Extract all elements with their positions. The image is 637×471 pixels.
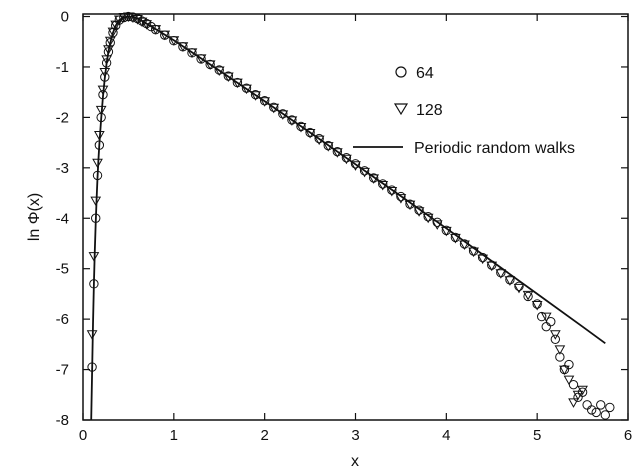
y-tick-label: -8 xyxy=(56,412,69,429)
point-128 xyxy=(101,55,112,65)
axis-ticks xyxy=(82,14,629,421)
x-tick-label: 0 xyxy=(79,427,87,444)
point-128 xyxy=(90,196,102,207)
point-128 xyxy=(413,207,425,217)
point-64 xyxy=(555,352,565,362)
point-64 xyxy=(387,185,397,195)
point-64 xyxy=(605,402,615,413)
point-128 xyxy=(559,365,570,376)
point-128 xyxy=(92,158,103,169)
point-128 xyxy=(241,84,252,95)
point-64 xyxy=(532,299,542,309)
point-64 xyxy=(546,316,556,327)
point-128 xyxy=(495,269,507,279)
point-64 xyxy=(582,400,592,410)
x-tick-label: 4 xyxy=(442,427,450,444)
point-128 xyxy=(97,85,109,96)
x-tick-label: 2 xyxy=(260,427,268,444)
point-128 xyxy=(563,375,575,386)
y-tick-label: 0 xyxy=(61,9,69,26)
point-128 xyxy=(531,301,543,311)
legend: 64 128 Periodic random walks xyxy=(353,65,575,157)
point-128 xyxy=(99,68,111,78)
legend-label-128: 128 xyxy=(416,102,443,119)
point-64 xyxy=(314,133,324,144)
point-128 xyxy=(572,390,584,401)
tick-labels: 0 1 2 3 4 5 6 0 -1 -2 -3 -4 -5 -6 -7 -8 xyxy=(56,9,633,444)
point-64 xyxy=(423,212,433,222)
legend-label-64: 64 xyxy=(416,65,434,82)
x-tick-label: 1 xyxy=(170,427,178,444)
point-128 xyxy=(107,27,119,38)
point-64 xyxy=(396,191,406,202)
legend-marker-circle xyxy=(395,66,407,78)
legend-label-periodic-random-walks: Periodic random walks xyxy=(414,140,575,157)
y-tick-label: -5 xyxy=(56,261,69,278)
y-axis-label: ln Φ(x) xyxy=(26,193,43,241)
point-128 xyxy=(549,330,561,340)
y-tick-label: -1 xyxy=(56,59,69,76)
y-tick-label: -3 xyxy=(56,160,69,177)
point-128 xyxy=(568,398,579,408)
point-64 xyxy=(350,159,361,169)
point-64 xyxy=(537,311,547,322)
point-64 xyxy=(414,205,424,215)
y-tick-label: -2 xyxy=(56,109,69,126)
y-tick-label: -4 xyxy=(56,210,69,227)
point-128 xyxy=(422,213,434,224)
x-tick-label: 3 xyxy=(351,427,359,444)
point-64 xyxy=(577,387,588,397)
point-64 xyxy=(596,400,606,410)
point-128 xyxy=(232,78,243,89)
point-128 xyxy=(104,36,116,47)
point-64 xyxy=(359,166,370,176)
point-128 xyxy=(522,290,534,301)
series-line-periodic-random-walks xyxy=(90,15,606,421)
y-tick-label: -7 xyxy=(56,362,69,379)
x-tick-label: 6 xyxy=(624,427,632,444)
point-128 xyxy=(577,385,588,396)
y-tick-label: -6 xyxy=(56,311,69,328)
point-64 xyxy=(523,291,533,302)
point-64 xyxy=(514,281,524,292)
point-128 xyxy=(103,45,114,55)
x-tick-label: 5 xyxy=(533,427,541,444)
point-64 xyxy=(564,359,574,370)
point-128 xyxy=(95,105,107,116)
point-128 xyxy=(222,72,234,83)
plot-frame xyxy=(82,13,629,421)
point-64 xyxy=(378,179,388,189)
point-64 xyxy=(568,379,579,390)
point-128 xyxy=(93,131,105,141)
point-128 xyxy=(113,15,125,26)
point-64 xyxy=(600,410,610,420)
point-128 xyxy=(513,283,525,294)
point-64 xyxy=(341,153,352,163)
point-128 xyxy=(540,312,552,323)
x-axis-label: x xyxy=(351,453,359,470)
point-64 xyxy=(541,321,551,332)
data-marks xyxy=(86,11,615,421)
point-64 xyxy=(550,334,561,345)
point-64 xyxy=(591,407,601,418)
point-64 xyxy=(586,405,597,415)
legend-marker-triangle xyxy=(393,103,409,116)
point-128 xyxy=(504,276,516,286)
point-128 xyxy=(110,20,122,31)
point-128 xyxy=(554,345,566,355)
